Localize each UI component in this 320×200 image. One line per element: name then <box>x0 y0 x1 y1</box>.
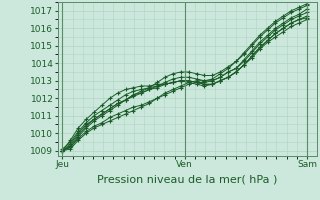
X-axis label: Pression niveau de la mer( hPa ): Pression niveau de la mer( hPa ) <box>97 175 277 185</box>
